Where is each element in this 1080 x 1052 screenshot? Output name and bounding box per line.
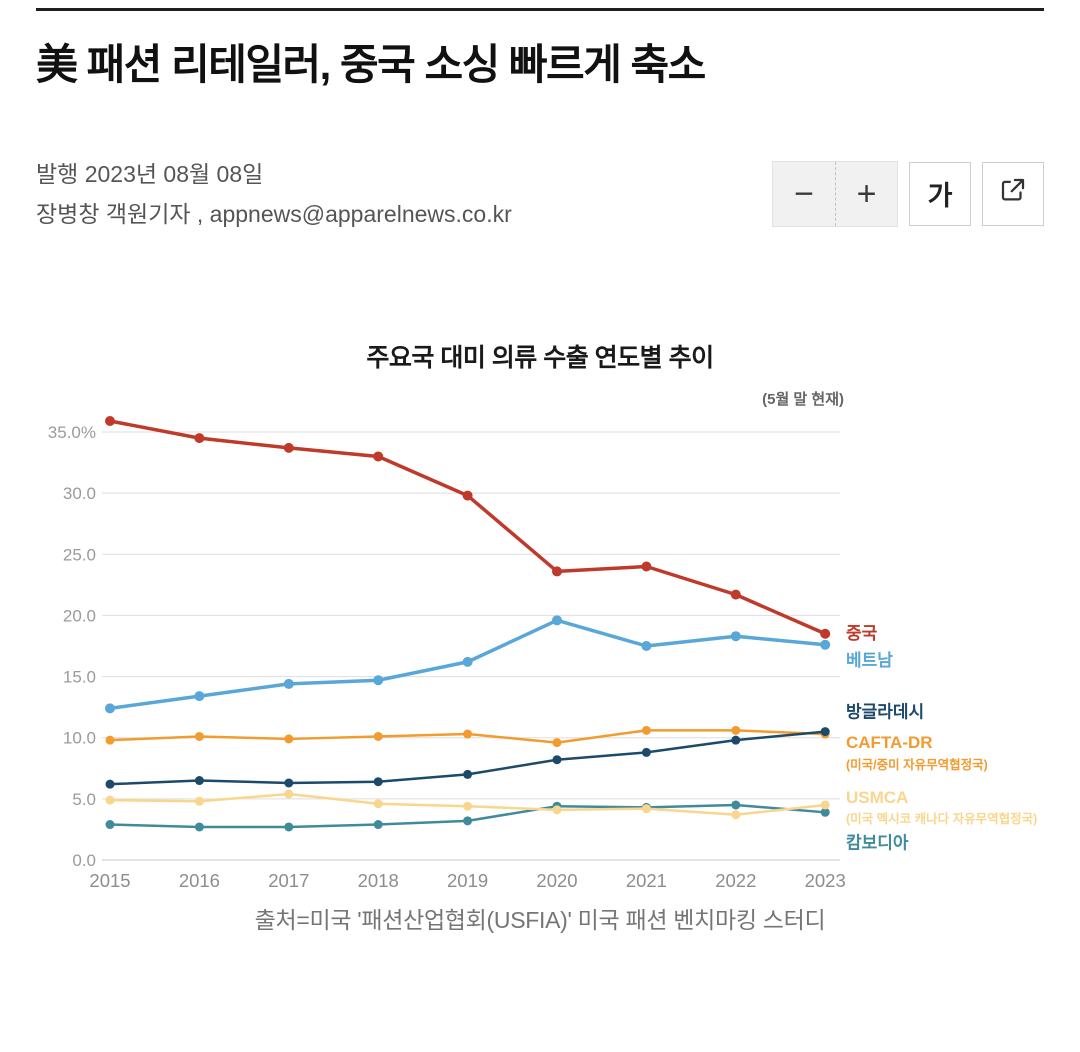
data-point-cafta-dr <box>105 735 115 745</box>
data-point-cafta-dr <box>552 738 562 748</box>
data-point-vietnam <box>105 703 115 714</box>
x-tick-label: 2022 <box>715 870 756 891</box>
data-point-usmca <box>463 801 473 811</box>
x-tick-label: 2020 <box>536 870 577 891</box>
data-point-china <box>820 628 831 639</box>
y-tick-label: 25.0 <box>63 545 96 564</box>
x-tick-label: 2016 <box>179 870 220 891</box>
data-point-vietnam <box>730 631 741 642</box>
y-tick-label: 5.0 <box>72 790 96 809</box>
data-point-bangladesh <box>373 777 383 787</box>
data-point-china <box>462 490 473 501</box>
article-page: 美 패션 리테일러, 중국 소싱 빠르게 축소 발행 2023년 08월 08일… <box>36 8 1044 935</box>
font-size-group: − + <box>772 160 898 227</box>
data-point-bangladesh <box>820 727 830 737</box>
chart-title: 주요국 대미 의류 수출 연도별 추이 <box>366 344 714 372</box>
data-point-cafta-dr <box>463 729 473 739</box>
data-point-cafta-dr <box>641 725 651 735</box>
font-decrease-button[interactable]: − <box>773 162 835 226</box>
share-button[interactable] <box>982 161 1044 226</box>
legend-cafta-dr: CAFTA-DR <box>846 733 933 752</box>
legend-sub-cafta-dr: (미국/중미 자유무역협정국) <box>846 757 988 772</box>
data-point-cambodia <box>731 800 741 810</box>
line-chart: 0.0 5.0 10.0 15.0 20.0 25.0 30.0 35.0% 2015 2016 2… <box>48 415 1037 891</box>
series-line-china <box>109 419 826 636</box>
chart-note: (5월 말 현재) <box>762 391 844 408</box>
data-point-vietnam <box>552 615 562 626</box>
legend-cambodia: 캄보디아 <box>846 833 909 852</box>
article-meta-row: 발행 2023년 08월 08일 장병창 객원기자 , appnews@appa… <box>36 154 1044 235</box>
x-tick-label: 2019 <box>447 870 488 891</box>
data-point-bangladesh <box>284 778 294 788</box>
data-point-cambodia <box>284 822 294 832</box>
data-point-cambodia <box>820 807 830 817</box>
data-point-cafta-dr <box>731 725 741 735</box>
x-tick-label: 2015 <box>89 870 130 891</box>
x-tick-label: 2023 <box>805 870 846 891</box>
data-point-bangladesh <box>105 779 115 789</box>
article-title: 美 패션 리테일러, 중국 소싱 빠르게 축소 <box>36 41 706 88</box>
data-point-bangladesh <box>731 735 741 745</box>
data-point-usmca <box>194 796 204 806</box>
data-point-vietnam <box>462 656 473 667</box>
publish-date: 발행 2023년 08월 08일 <box>36 160 264 187</box>
y-tick-label: 10.0 <box>63 729 96 748</box>
y-tick-label: 20.0 <box>63 606 96 625</box>
y-tick-label: 0.0 <box>72 851 96 870</box>
data-point-bangladesh <box>641 747 651 757</box>
data-point-cambodia <box>194 822 204 832</box>
legend-usmca: USMCA <box>846 788 908 807</box>
article-header: 美 패션 리테일러, 중국 소싱 빠르게 축소 발행 2023년 08월 08일… <box>36 8 1044 234</box>
data-point-vietnam <box>820 639 831 650</box>
data-point-vietnam <box>641 641 652 651</box>
data-point-vietnam <box>373 675 384 686</box>
article-toolbar: − + 가 <box>772 160 1044 227</box>
x-tick-label: 2018 <box>358 870 399 891</box>
data-point-china <box>194 433 205 444</box>
data-point-vietnam <box>194 691 205 702</box>
data-point-bangladesh <box>463 769 473 779</box>
data-point-china <box>373 451 384 462</box>
data-point-cafta-dr <box>194 731 204 741</box>
data-point-china <box>552 566 562 577</box>
x-tick-label: 2021 <box>626 870 667 891</box>
y-tick-label: 30.0 <box>63 484 96 503</box>
y-tick-label: 35.0% <box>48 423 96 442</box>
data-point-usmca <box>731 810 741 820</box>
data-point-cambodia <box>373 820 383 830</box>
data-point-usmca <box>820 800 830 810</box>
data-point-china <box>641 561 652 572</box>
data-point-usmca <box>552 805 562 815</box>
data-point-bangladesh <box>194 776 204 786</box>
legend-china: 중국 <box>846 624 878 643</box>
share-arrow-icon <box>998 175 1028 212</box>
font-increase-button[interactable]: + <box>835 161 897 226</box>
data-point-cambodia <box>105 820 115 830</box>
chart-section: 주요국 대미 의류 수출 연도별 추이 (5월 말 현재) 0.0 5.0 10.0… <box>40 338 1040 935</box>
data-point-usmca <box>373 799 383 809</box>
legend-sub-usmca: (미국 멕시코 캐나다 자유무역협정국) <box>846 811 1037 826</box>
data-point-vietnam <box>283 678 294 689</box>
article-meta: 발행 2023년 08월 08일 장병창 객원기자 , appnews@appa… <box>36 154 512 235</box>
legend-bangladesh: 방글라데시 <box>846 703 924 722</box>
source-caption: 출처=미국 '패션산업협회(USFIA)' 미국 패션 벤치마킹 스터디 <box>254 907 826 933</box>
data-point-bangladesh <box>552 755 562 765</box>
y-tick-label: 15.0 <box>63 668 96 687</box>
data-point-china <box>105 415 115 426</box>
data-point-china <box>283 442 294 453</box>
byline: 장병창 객원기자 , appnews@apparelnews.co.kr <box>36 200 512 227</box>
x-tick-label: 2017 <box>268 870 309 891</box>
data-point-cafta-dr <box>373 731 383 741</box>
data-point-cambodia <box>463 816 473 826</box>
data-point-usmca <box>284 789 294 799</box>
data-point-cafta-dr <box>284 734 294 744</box>
text-size-button[interactable]: 가 <box>909 161 971 226</box>
data-point-usmca <box>641 804 651 814</box>
legend-vietnam: 베트남 <box>846 651 893 670</box>
data-point-china <box>730 589 741 600</box>
data-point-usmca <box>105 795 115 805</box>
